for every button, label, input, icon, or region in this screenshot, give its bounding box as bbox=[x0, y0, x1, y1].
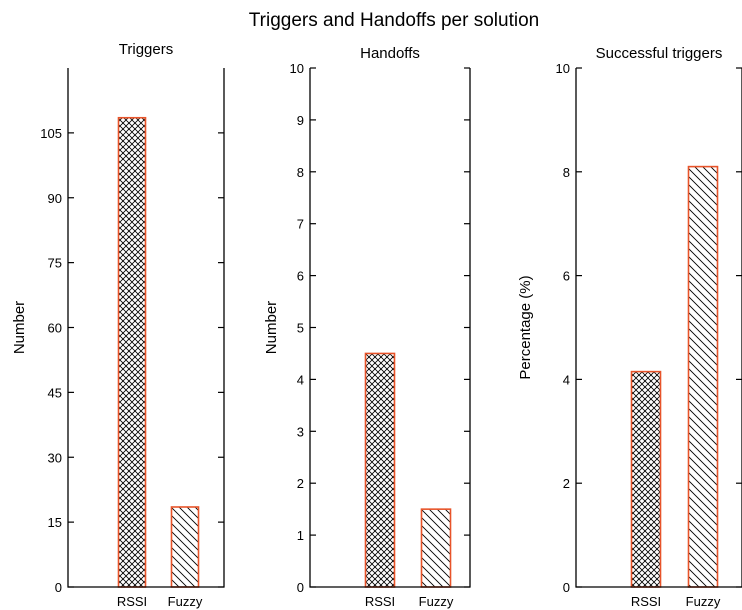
bar-fuzzy bbox=[420, 508, 452, 588]
y-tick-label: 45 bbox=[48, 385, 62, 400]
figure-title: Triggers and Handoffs per solution bbox=[249, 10, 539, 31]
y-tick-label: 8 bbox=[563, 165, 570, 180]
y-axis-label: Number bbox=[263, 301, 280, 354]
y-tick-label: 75 bbox=[48, 256, 62, 271]
y-tick-label: 2 bbox=[297, 476, 304, 491]
y-tick-label: 15 bbox=[48, 515, 62, 530]
y-tick-label: 30 bbox=[48, 450, 62, 465]
y-tick-label: 105 bbox=[40, 126, 62, 141]
bar-rssi bbox=[117, 116, 147, 588]
y-tick-label: 3 bbox=[297, 424, 304, 439]
x-tick-label: RSSI bbox=[631, 594, 661, 609]
x-tick-label: Fuzzy bbox=[419, 594, 454, 609]
y-tick-label: 10 bbox=[290, 61, 304, 76]
y-tick-label: 0 bbox=[297, 580, 304, 595]
y-tick-label: 5 bbox=[297, 321, 304, 336]
chart-panel-2: Handoffs Number RSSI Fuzzy 0 1 2 3 4 5 6 7 8 9 10 bbox=[263, 45, 471, 609]
y-tick-label: 9 bbox=[297, 113, 304, 128]
y-tick-label: 7 bbox=[297, 217, 304, 232]
bar-rssi bbox=[630, 370, 662, 588]
chart-panel-3: Successful triggers Percentage (%) RSSI Fuz… bbox=[517, 45, 742, 609]
y-tick-label: 0 bbox=[55, 580, 62, 595]
y-tick-label: 0 bbox=[563, 580, 570, 595]
y-tick-label: 6 bbox=[297, 269, 304, 284]
bar-fuzzy bbox=[170, 506, 200, 588]
x-tick-label: Fuzzy bbox=[168, 594, 203, 609]
bar-rssi bbox=[364, 352, 396, 588]
y-tick-label: 90 bbox=[48, 191, 62, 206]
y-axis-label: Number bbox=[11, 301, 28, 354]
y-tick-label: 4 bbox=[297, 372, 304, 387]
y-tick-label: 4 bbox=[563, 372, 570, 387]
y-tick-label: 2 bbox=[563, 476, 570, 491]
panel-title: Handoffs bbox=[360, 45, 420, 62]
bar-fuzzy bbox=[687, 165, 719, 588]
x-tick-label: RSSI bbox=[117, 594, 147, 609]
y-axis-label: Percentage (%) bbox=[517, 275, 534, 379]
y-tick-label: 10 bbox=[556, 61, 570, 76]
x-tick-label: RSSI bbox=[365, 594, 395, 609]
chart-panel-1: Triggers Number RSSI Fuzzy 0 15 30 45 60 75 90 105 bbox=[11, 41, 225, 609]
y-tick-label: 8 bbox=[297, 165, 304, 180]
y-tick-label: 1 bbox=[297, 528, 304, 543]
y-tick-label: 6 bbox=[563, 269, 570, 284]
panel-title: Successful triggers bbox=[596, 45, 723, 62]
y-tick-label: 60 bbox=[48, 321, 62, 336]
x-tick-label: Fuzzy bbox=[686, 594, 721, 609]
axes-frame bbox=[575, 68, 742, 588]
panel-title: Triggers bbox=[119, 41, 173, 58]
